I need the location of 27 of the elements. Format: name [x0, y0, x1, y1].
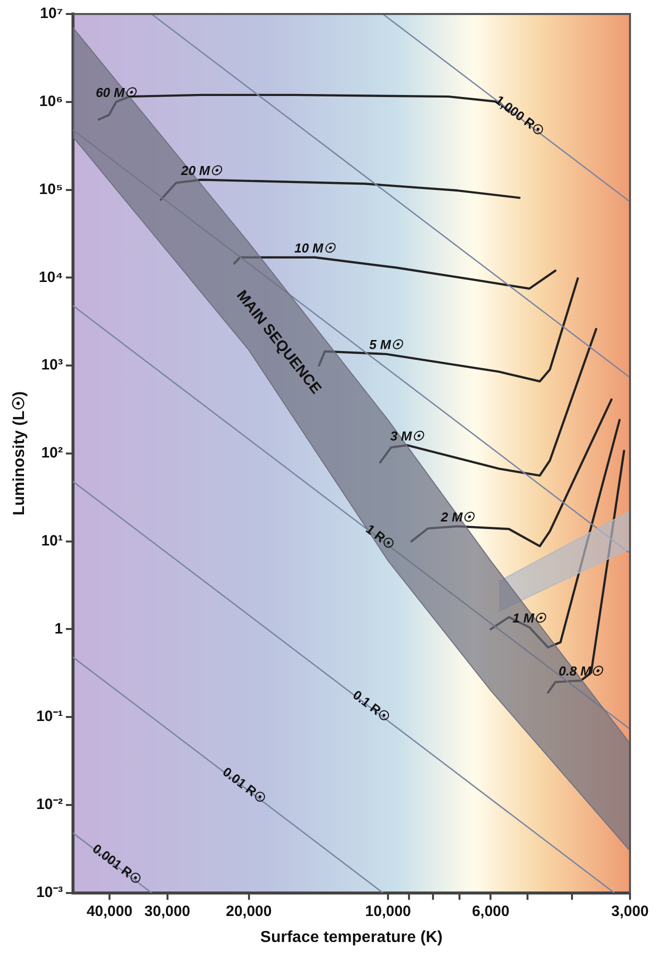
series-label: 20 M☉	[180, 162, 224, 178]
text: 0.1 R☉	[350, 687, 394, 726]
x-tick-label: 6,000	[472, 902, 510, 920]
x-tick-label: 20,000	[226, 902, 272, 920]
y-tick-label: 1	[54, 620, 63, 638]
y-tick-label: 10³	[41, 356, 63, 374]
y-tick-label: 10⁶	[39, 93, 63, 110]
y-tick-label: 10⁻²	[36, 796, 63, 814]
x-tick-label: 10,000	[365, 902, 412, 920]
text: 0.01 R☉	[220, 764, 270, 806]
x-tick-label: 3,000	[611, 902, 649, 920]
x-tick-label: 40,000	[86, 902, 132, 920]
series-label: 3 M☉	[390, 428, 425, 444]
series-label: 10 M☉	[294, 240, 336, 256]
series-label: 5 M☉	[369, 337, 404, 352]
x-tick-label: 30,000	[144, 902, 190, 920]
y-tick-label: 10⁵	[39, 180, 63, 198]
text: 1 R☉	[363, 521, 398, 553]
y-axis-title: Luminosity (L☉)	[11, 391, 28, 516]
y-tick-label: 10⁻³	[36, 884, 63, 901]
y-tick-label: 10²	[41, 444, 63, 462]
series-label: 60 M☉	[96, 84, 138, 100]
y-tick-label: 10⁷	[40, 5, 63, 22]
y-tick-label: 10⁴	[38, 268, 63, 286]
y-tick-label: 10¹	[41, 532, 63, 550]
y-tick-label: 10⁻¹	[36, 708, 63, 726]
x-axis-title: Surface temperature (K)	[260, 928, 443, 946]
